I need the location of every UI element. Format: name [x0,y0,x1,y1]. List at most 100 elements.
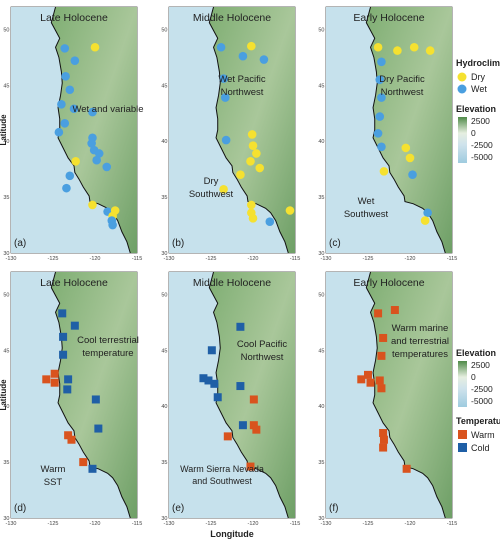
legend-title: Elevation [456,348,496,358]
panel-label: Southwest [189,189,234,200]
site-marker-dry [420,216,430,225]
site-marker-cold [88,464,97,473]
site-marker-warm [42,375,51,384]
y-tick-label: 45 [161,83,167,89]
panel-label: and Southwest [192,476,252,486]
elevation-colorbar [458,361,467,407]
site-marker-cold [236,322,245,331]
land-area [51,272,137,518]
site-marker-wet [373,129,383,138]
y-tick-label: 50 [318,292,324,298]
legend-swatch-warm [458,430,467,439]
y-tick-label: 50 [161,27,167,33]
panel-label: Northwest [221,87,264,98]
legend-label-dry: Dry [471,72,485,82]
panel-tag: (f) [329,503,338,514]
elevation-tick: 2500 [471,116,490,126]
x-tick-label: -120 [247,521,258,527]
site-marker-cold [59,332,68,341]
legend-label-cold: Cold [471,443,490,453]
y-tick-label: 50 [318,27,324,33]
panel-label: temperatures [392,349,448,360]
panel-label: Northwest [241,352,284,363]
site-marker-wet [70,56,80,65]
site-marker-wet [219,74,228,83]
site-marker-wet [377,142,386,152]
x-tick-label: -115 [132,256,143,262]
temperature-legend: Temperature Warm Cold [456,416,500,453]
legend-swatch-cold [458,443,467,452]
x-tick-label: -120 [404,256,415,262]
y-axis-label-bottom: Latitude [0,379,8,411]
site-marker-cold [94,424,103,433]
x-tick-label: -130 [163,256,174,262]
site-marker-dry [285,206,295,215]
land-area [209,272,295,518]
site-marker-warm [375,376,384,385]
y-tick-label: 40 [318,139,324,145]
y-tick-label: 30 [318,251,324,257]
y-tick-label: 40 [318,404,324,410]
site-marker-cold [91,395,100,404]
site-marker-warm [50,378,59,387]
elevation-colorbar [458,117,467,163]
site-marker-wet [60,44,70,53]
site-marker-cold [58,309,67,318]
site-marker-wet [423,208,432,218]
site-marker-wet [60,118,70,128]
site-markers [42,309,103,473]
y-tick-label: 35 [3,460,9,466]
x-tick-label: -115 [290,256,301,262]
site-marker-dry [255,163,265,173]
site-marker-wet [94,149,104,158]
site-marker-warm [79,458,88,467]
site-marker-dry [247,41,256,51]
panel-label: Southwest [344,209,389,220]
panel-label: Warm Sierra Nevada [180,464,264,474]
site-marker-wet [61,72,70,81]
panel-title: Middle Holocene [193,12,271,24]
legend-title: Hydroclimate [456,58,500,68]
site-marker-warm [246,462,255,471]
site-marker-dry [405,153,415,163]
y-tick-label: 35 [161,195,167,201]
y-tick-label: 40 [161,404,167,410]
site-marker-warm [223,432,232,441]
y-tick-label: 35 [318,195,324,201]
site-marker-dry [247,130,257,139]
site-marker-dry [248,141,258,150]
panel-label: Cool Pacific [237,339,287,350]
site-marker-wet [102,162,112,172]
x-tick-label: -130 [5,256,16,262]
site-marker-dry [88,200,97,210]
land-area [366,272,452,518]
panel-title: Early Holocene [353,12,424,24]
site-marker-warm [50,369,59,378]
site-marker-wet [57,99,66,109]
panel-label: SST [44,477,63,488]
site-marker-dry [248,214,258,223]
site-marker-wet [62,183,71,193]
panel-tag: (b) [172,238,184,249]
land-area [366,7,452,253]
site-marker-dry [379,167,389,176]
site-marker-dry [71,157,80,166]
legend-title: Elevation [456,104,496,114]
x-tick-label: -125 [205,521,216,527]
panel-tag: (d) [14,503,26,514]
site-marker-cold [70,321,79,330]
y-tick-label: 30 [318,516,324,522]
y-tick-label: 40 [3,139,9,145]
site-marker-warm [390,306,399,315]
coastline [208,271,289,519]
land-area [209,7,295,253]
site-marker-wet [108,220,117,230]
x-tick-label: -130 [320,256,331,262]
x-tick-label: -125 [362,256,373,262]
site-marker-warm [249,395,258,404]
site-marker-wet [69,104,79,114]
site-marker-cold [64,375,73,384]
legend-swatch-wet [457,84,467,94]
y-tick-label: 45 [318,348,324,354]
y-tick-label: 45 [3,83,9,89]
